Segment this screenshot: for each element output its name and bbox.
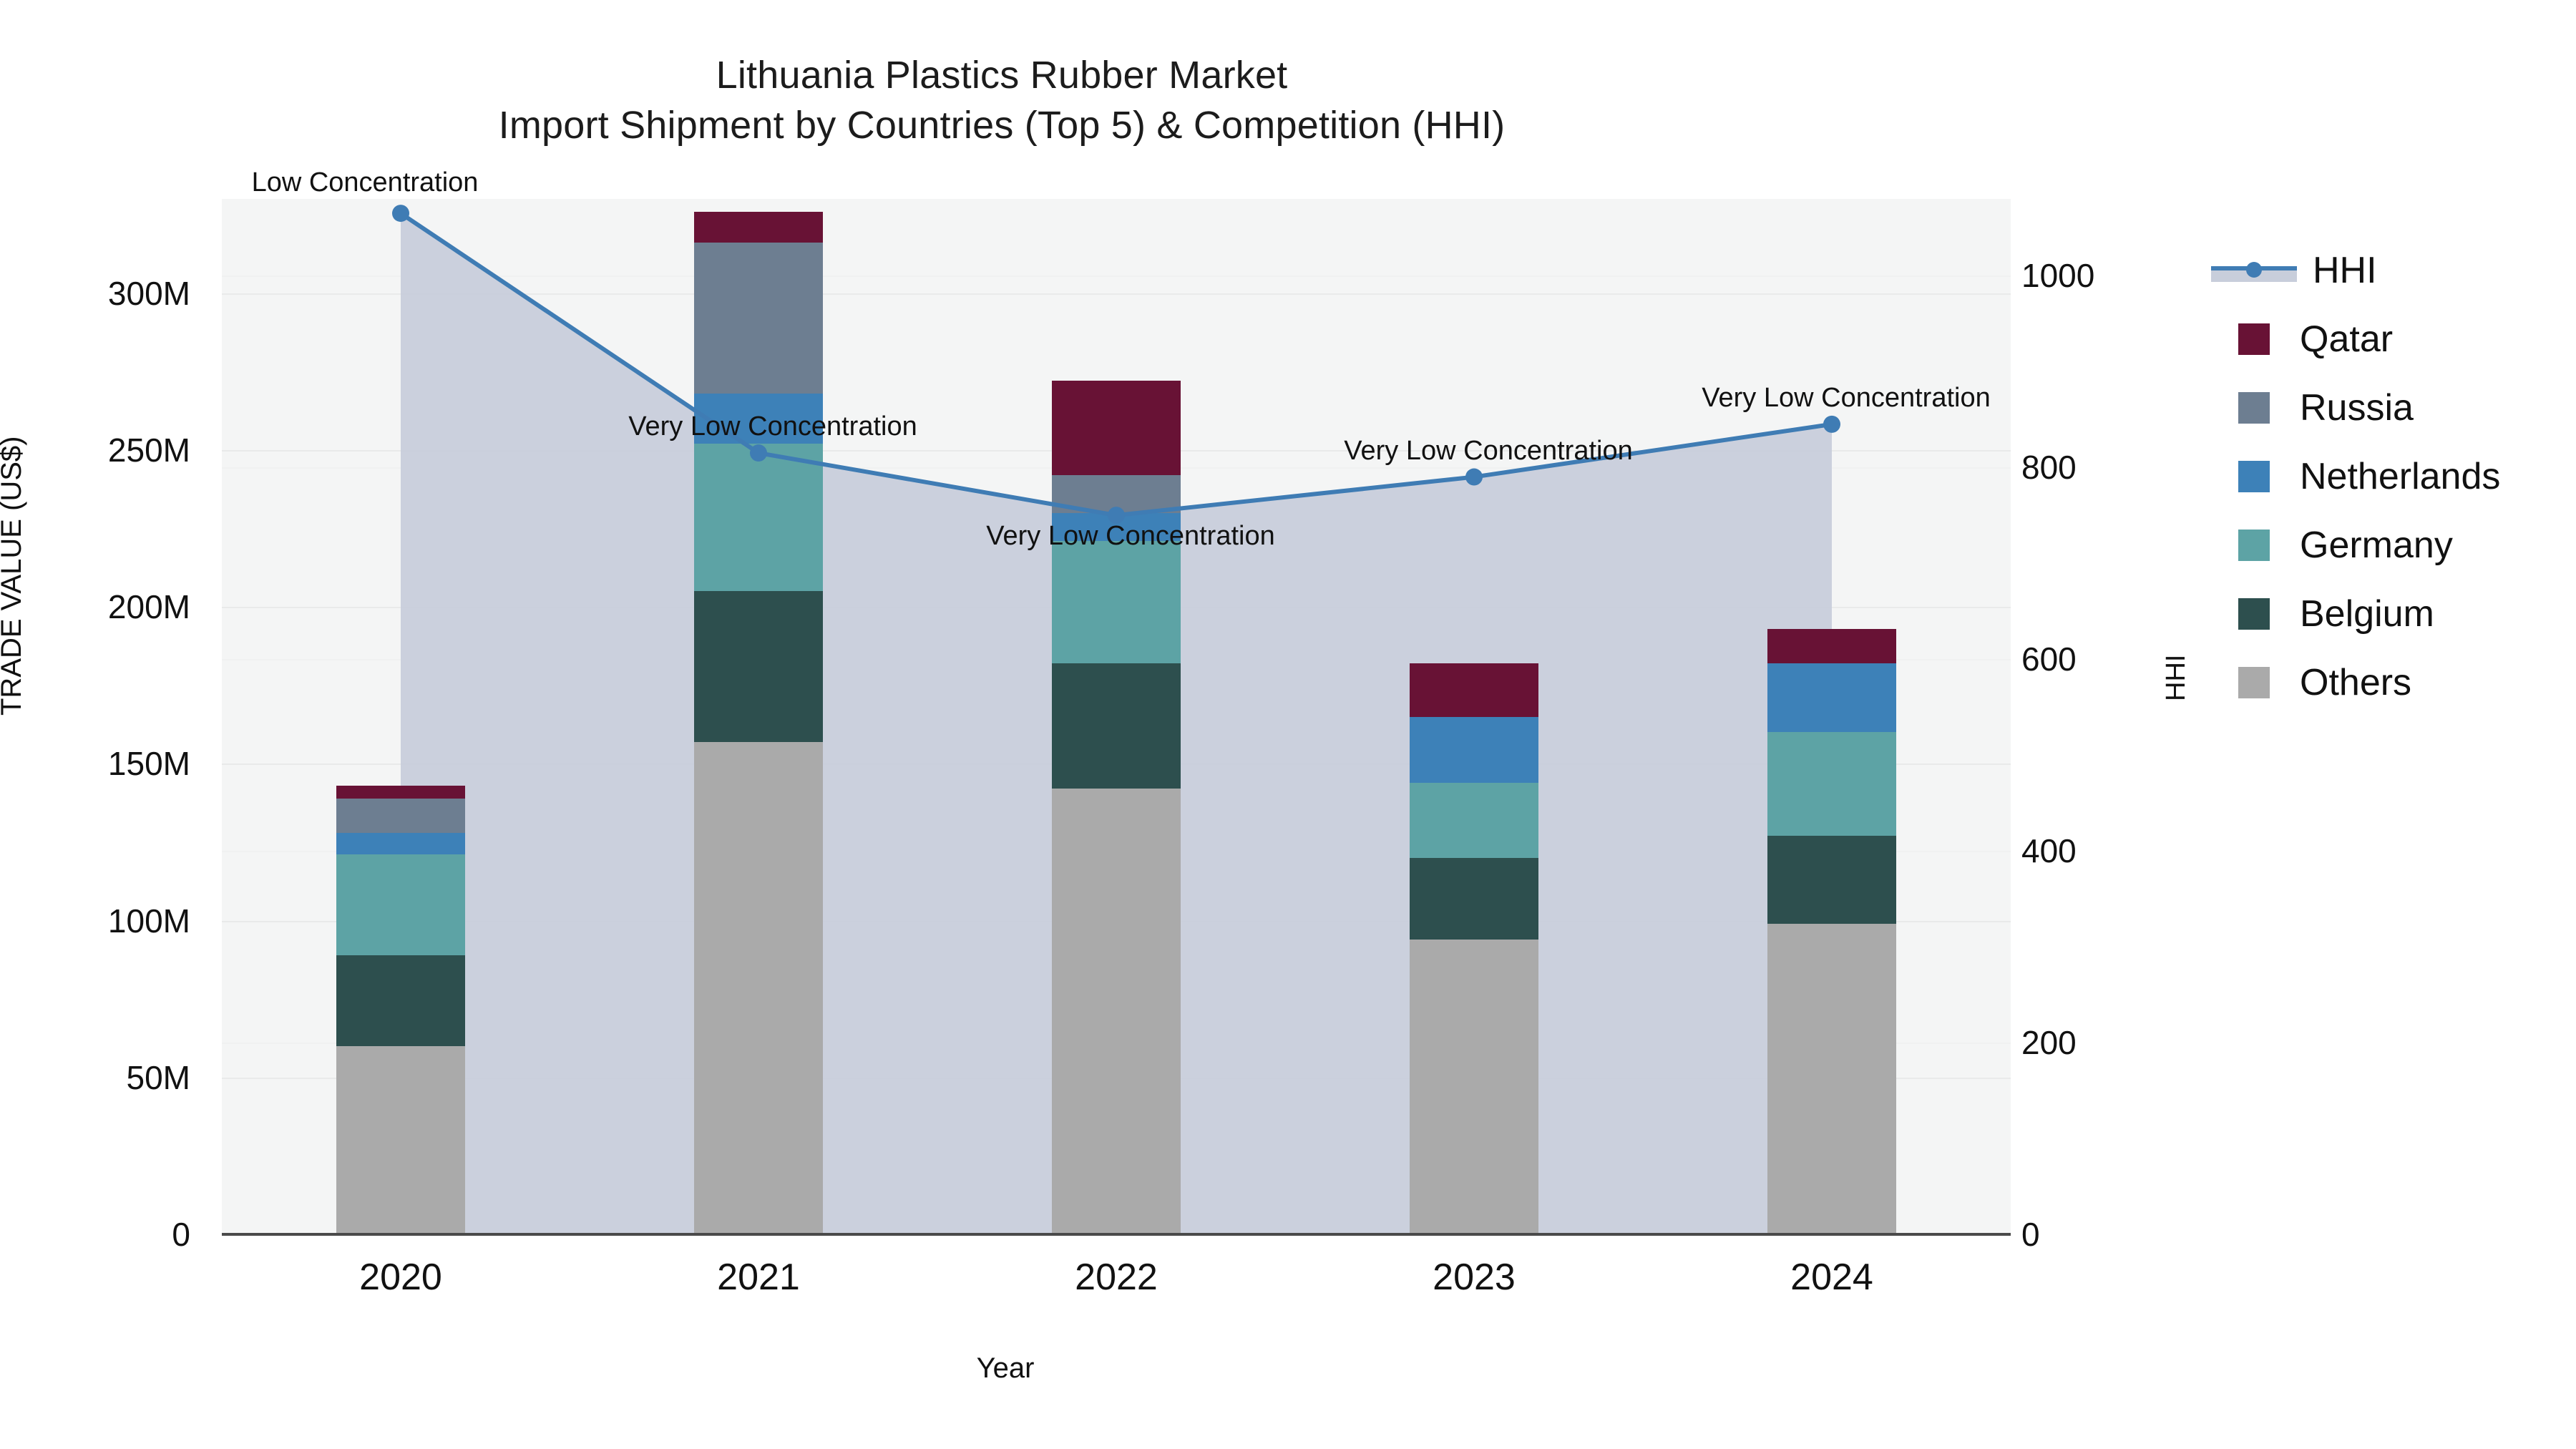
- bar-segment-others-2020[interactable]: [336, 1045, 465, 1234]
- legend-item-hhi[interactable]: HHI: [2211, 236, 2500, 305]
- bar-segment-qatar-2024[interactable]: [1767, 628, 1896, 663]
- bar-segment-others-2023[interactable]: [1410, 939, 1538, 1234]
- bar-segment-others-2024[interactable]: [1767, 923, 1896, 1234]
- annotation-2021: Very Low Concentration: [628, 411, 917, 442]
- x-tick-2021: 2021: [717, 1257, 800, 1298]
- bar-segment-russia-2021[interactable]: [694, 243, 823, 394]
- legend-label: Qatar: [2300, 318, 2394, 360]
- y-tick-right-200: 200: [2021, 1024, 2077, 1062]
- legend-label: Germany: [2300, 525, 2453, 566]
- chart-title: Lithuania Plastics Rubber Market Import …: [0, 50, 2004, 150]
- legend-item-others[interactable]: Others: [2211, 648, 2500, 717]
- bar-segment-belgium-2021[interactable]: [694, 591, 823, 742]
- bar-segment-qatar-2022[interactable]: [1052, 381, 1181, 475]
- y-axis-right-title: HHI: [2161, 654, 2191, 701]
- chart-title-line-1: Lithuania Plastics Rubber Market: [716, 54, 1288, 97]
- legend-item-belgium[interactable]: Belgium: [2211, 580, 2500, 648]
- bar-segment-belgium-2023[interactable]: [1410, 857, 1538, 940]
- hhi-point-2022[interactable]: [1108, 507, 1125, 525]
- plot-area: [222, 199, 2011, 1236]
- y-tick-left-200M: 200M: [107, 588, 190, 626]
- legend-swatch-icon: [2238, 530, 2270, 561]
- hhi-point-2020[interactable]: [392, 205, 409, 223]
- legend-swatch-icon: [2238, 461, 2270, 492]
- bar-stack-2020[interactable]: [336, 199, 465, 1234]
- annotation-2024: Very Low Concentration: [1702, 382, 1991, 413]
- y-tick-left-300M: 300M: [107, 274, 190, 312]
- bar-segment-germany-2024[interactable]: [1767, 732, 1896, 836]
- legend-label: Russia: [2300, 387, 2414, 429]
- bar-segment-belgium-2022[interactable]: [1052, 663, 1181, 789]
- legend-item-netherlands[interactable]: Netherlands: [2211, 442, 2500, 511]
- legend-item-germany[interactable]: Germany: [2211, 511, 2500, 580]
- gridline-left: [222, 293, 2011, 295]
- bar-segment-belgium-2024[interactable]: [1767, 836, 1896, 924]
- legend-label: Others: [2300, 662, 2412, 703]
- y-tick-right-0: 0: [2021, 1216, 2040, 1253]
- bar-segment-netherlands-2023[interactable]: [1410, 716, 1538, 783]
- y-tick-right-600: 600: [2021, 640, 2077, 678]
- y-tick-right-1000: 1000: [2021, 257, 2095, 295]
- y-axis-right-ticks: 0 200 400 600 800 1000: [2021, 199, 2236, 1253]
- bar-segment-qatar-2020[interactable]: [336, 785, 465, 799]
- annotation-2020: Low Concentration: [251, 167, 479, 198]
- bar-segment-netherlands-2020[interactable]: [336, 832, 465, 855]
- bar-segment-germany-2023[interactable]: [1410, 782, 1538, 858]
- bar-segment-germany-2022[interactable]: [1052, 540, 1181, 663]
- legend-item-russia[interactable]: Russia: [2211, 374, 2500, 442]
- annotation-2022: Very Low Concentration: [986, 521, 1275, 552]
- bar-segment-netherlands-2021[interactable]: [694, 393, 823, 444]
- legend-swatch-icon: [2238, 392, 2270, 424]
- y-tick-left-150M: 150M: [107, 745, 190, 783]
- legend-swatch-icon: [2238, 667, 2270, 698]
- bar-segment-others-2021[interactable]: [694, 741, 823, 1234]
- x-tick-2020: 2020: [359, 1257, 442, 1298]
- y-tick-left-250M: 250M: [107, 431, 190, 469]
- hhi-point-2023[interactable]: [1465, 468, 1483, 486]
- chart-legend: HHI Qatar Russia Netherlands Germany Belgium O…: [2211, 236, 2500, 717]
- annotation-2023: Very Low Concentration: [1344, 435, 1633, 466]
- y-tick-left-0: 0: [172, 1216, 190, 1253]
- gridline-right: [222, 275, 2011, 278]
- bar-segment-qatar-2021[interactable]: [694, 211, 823, 243]
- bar-segment-qatar-2023[interactable]: [1410, 663, 1538, 717]
- bar-stack-2021[interactable]: [694, 199, 823, 1234]
- x-axis-line: [222, 1233, 2011, 1236]
- y-tick-right-800: 800: [2021, 449, 2077, 487]
- x-tick-2023: 2023: [1433, 1257, 1516, 1298]
- bar-segment-germany-2021[interactable]: [694, 444, 823, 592]
- x-tick-2024: 2024: [1790, 1257, 1873, 1298]
- x-tick-2022: 2022: [1075, 1257, 1158, 1298]
- bar-segment-belgium-2020[interactable]: [336, 955, 465, 1046]
- bar-stack-2023[interactable]: [1410, 199, 1538, 1234]
- bar-segment-netherlands-2024[interactable]: [1767, 663, 1896, 733]
- hhi-point-2024[interactable]: [1823, 415, 1840, 433]
- y-tick-left-100M: 100M: [107, 902, 190, 940]
- legend-label: Netherlands: [2300, 456, 2501, 497]
- hhi-line-path: [399, 211, 1833, 518]
- legend-line-icon: [2211, 255, 2297, 286]
- chart-title-line-2: Import Shipment by Countries (Top 5) & C…: [498, 104, 1506, 147]
- bar-segment-germany-2020[interactable]: [336, 854, 465, 955]
- y-axis-left-title: TRADE VALUE (US$): [0, 436, 27, 716]
- hhi-point-2021[interactable]: [750, 444, 767, 462]
- legend-label: HHI: [2313, 250, 2377, 291]
- bar-stack-2024[interactable]: [1767, 199, 1896, 1234]
- bar-segment-russia-2020[interactable]: [336, 798, 465, 833]
- legend-swatch-icon: [2238, 598, 2270, 630]
- y-axis-left-ticks: 0 50M 100M 150M 200M 250M 300M: [0, 199, 208, 1253]
- legend-item-qatar[interactable]: Qatar: [2211, 305, 2500, 374]
- legend-swatch-icon: [2238, 323, 2270, 355]
- x-axis-title: Year: [976, 1352, 1035, 1384]
- hhi-line-overlay: [392, 205, 1840, 525]
- y-tick-left-50M: 50M: [126, 1058, 190, 1096]
- bar-segment-others-2022[interactable]: [1052, 789, 1181, 1234]
- legend-label: Belgium: [2300, 593, 2434, 635]
- y-tick-right-400: 400: [2021, 832, 2077, 870]
